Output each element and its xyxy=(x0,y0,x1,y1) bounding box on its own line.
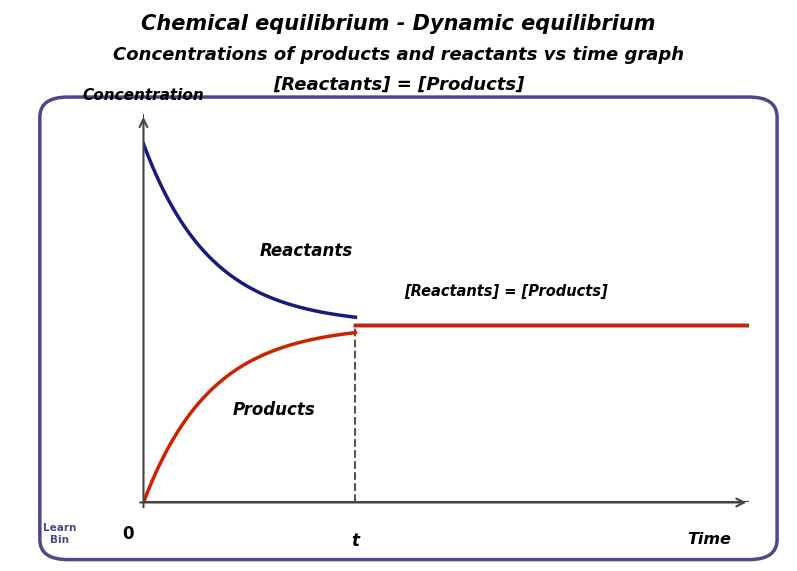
Text: Learn
Bin: Learn Bin xyxy=(43,523,77,545)
Text: Concentrations of products and reactants vs time graph: Concentrations of products and reactants… xyxy=(113,46,684,64)
Text: t: t xyxy=(351,532,359,550)
Text: 0: 0 xyxy=(123,525,134,542)
Text: Reactants: Reactants xyxy=(260,242,353,260)
Text: [Reactants] = [Products]: [Reactants] = [Products] xyxy=(273,75,524,94)
Text: [Reactants] = [Products]: [Reactants] = [Products] xyxy=(404,284,607,299)
Text: Time: Time xyxy=(687,532,731,547)
Text: Concentration: Concentration xyxy=(83,88,204,103)
Text: Products: Products xyxy=(233,401,316,419)
Text: Chemical equilibrium - Dynamic equilibrium: Chemical equilibrium - Dynamic equilibri… xyxy=(141,14,656,34)
